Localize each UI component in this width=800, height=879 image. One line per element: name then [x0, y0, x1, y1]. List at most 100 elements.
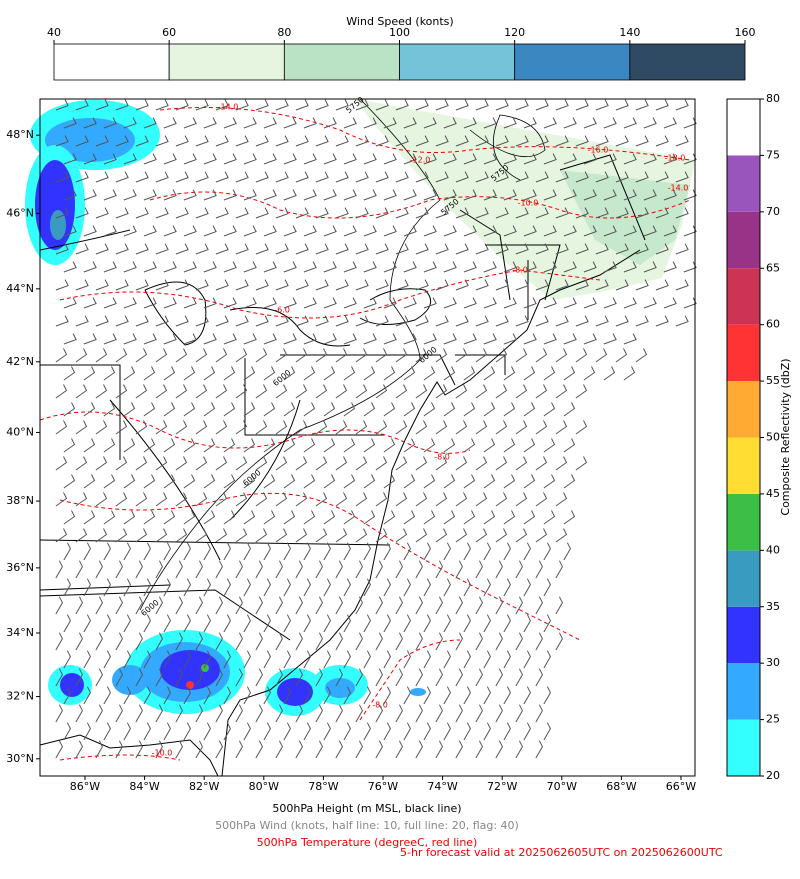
wind-barb	[463, 614, 471, 633]
wind-barb	[323, 542, 331, 561]
wind-barb	[683, 261, 697, 273]
wind-barb	[63, 189, 77, 201]
wind-barb	[275, 207, 289, 219]
wind-barb	[383, 189, 397, 201]
wind-barb	[63, 474, 76, 489]
wind-barb	[275, 528, 288, 543]
wind-barb	[343, 438, 356, 453]
wind-barb	[423, 333, 437, 345]
wind-barb	[495, 384, 508, 399]
wind-barb	[95, 632, 103, 651]
wind-barb	[395, 740, 403, 759]
wind-barb	[343, 189, 357, 201]
wind-barb	[395, 315, 409, 327]
wind-barb	[355, 632, 363, 651]
wind-barb	[423, 578, 431, 597]
wind-barb	[63, 297, 77, 309]
wind-barb	[183, 438, 196, 453]
temperature-contour-label: -16.0	[588, 146, 609, 155]
wind-barb	[303, 366, 316, 381]
wind-barb	[683, 153, 697, 165]
wind-barb	[583, 261, 597, 273]
wind-barb	[415, 420, 428, 435]
wind-barb	[215, 243, 229, 255]
wind-barb	[223, 614, 231, 633]
wind-barb	[375, 207, 389, 219]
wind-barb	[435, 740, 443, 759]
wind-barb	[95, 243, 109, 255]
temperature-contour-label: -14.0	[668, 184, 689, 193]
wind-barb	[603, 366, 616, 381]
wind-barb	[255, 632, 263, 651]
wind-barb	[255, 740, 263, 759]
wind-barb	[275, 492, 288, 507]
wind-barb	[615, 171, 629, 183]
lon-tick-label: 72°W	[487, 780, 517, 793]
wind-barb	[103, 578, 111, 597]
wind-barb	[583, 225, 597, 237]
wind-barb	[175, 348, 188, 363]
wind-barb	[283, 686, 291, 705]
wind-barb	[403, 614, 411, 633]
wind-barb	[143, 402, 156, 417]
wind-barb	[243, 542, 251, 561]
wind-barb	[355, 243, 369, 255]
wind-barb	[103, 474, 116, 489]
wind-barb	[523, 686, 531, 705]
wind-colorbar-tick-label: 100	[389, 26, 410, 39]
wind-barb	[663, 261, 677, 273]
wind-barb	[263, 438, 276, 453]
wind-barb	[555, 243, 569, 255]
wind-barb	[523, 650, 531, 669]
wind-barb	[343, 117, 357, 129]
wind-barb	[675, 207, 689, 219]
wind-barb	[395, 207, 409, 219]
wind-barb	[183, 189, 197, 201]
wind-barb	[115, 668, 123, 687]
wind-barb	[243, 366, 256, 381]
wind-barb	[575, 207, 589, 219]
wind-barb	[535, 560, 543, 579]
wind-barb	[203, 474, 216, 489]
wind-barb	[363, 333, 377, 345]
wind-barb	[315, 135, 329, 147]
wind-barb	[215, 528, 228, 543]
reflectivity-colorbar-bin	[727, 268, 760, 325]
wind-barb	[563, 189, 577, 201]
wind-barb	[555, 528, 568, 543]
wind-barb	[263, 297, 277, 309]
wind-barb	[355, 279, 369, 291]
wind-barb	[435, 528, 448, 543]
wind-barb	[635, 207, 649, 219]
wind-barb	[183, 261, 197, 273]
wind-barb	[375, 348, 388, 363]
wind-barb	[455, 135, 469, 147]
wind-barb	[215, 492, 228, 507]
wind-barb	[63, 650, 71, 669]
wind-barb	[375, 171, 389, 183]
wind-barb	[183, 474, 196, 489]
wind-barb	[443, 510, 456, 525]
wind-barb	[495, 315, 509, 327]
wind-barb	[475, 279, 489, 291]
wind-barb	[475, 668, 483, 687]
wind-barb	[215, 740, 223, 759]
wind-barb	[575, 348, 588, 363]
wind-barb	[95, 560, 103, 579]
wind-barb	[235, 456, 248, 471]
wind-barb	[515, 492, 528, 507]
wind-barb	[243, 722, 251, 741]
wind-barb	[255, 704, 263, 723]
wind-barb	[495, 135, 509, 147]
wind-barb	[103, 438, 116, 453]
wind-barb	[515, 135, 529, 147]
wind-barb	[463, 153, 477, 165]
lat-tick-label: 32°N	[6, 690, 34, 703]
wind-barb	[55, 315, 69, 327]
wind-barb	[355, 171, 369, 183]
wind-barb	[423, 366, 436, 381]
wind-barb	[163, 117, 177, 129]
wind-barb	[435, 456, 448, 471]
wind-barb	[183, 117, 197, 129]
wind-barb	[575, 99, 589, 111]
